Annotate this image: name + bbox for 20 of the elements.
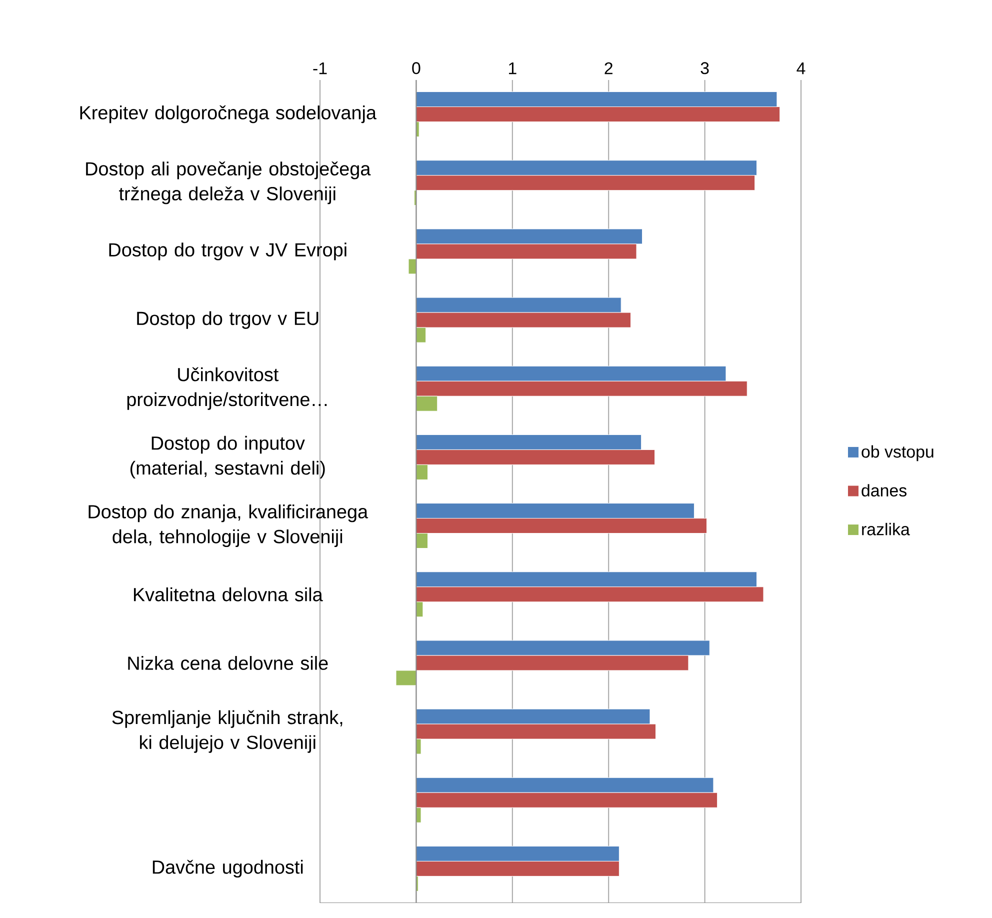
legend-label: danes [862,484,907,497]
y-tick-label: Dostop do trgov v JV Evropi [109,242,346,260]
legend-label: ob vstopu [862,445,934,462]
x-tick-label: 1 [508,62,516,74]
x-tick-label: 0 [412,62,420,74]
x-tick-label: 3 [700,62,709,74]
legend-label: razlika [862,522,910,536]
y-tick-label: Nizka cena delovne sile [128,656,328,670]
y-tick-label: Spremljanje ključnih strank, ki delujejo v Sloveniji [112,710,342,753]
y-tick-label: Kvalitetna delovna sila [134,587,323,602]
y-tick-label: Davčne ugodnosti [152,860,303,878]
y-tick-label: Krepitev dolgoročnega sodelovanja [80,105,376,124]
y-tick-label: Dostop do znanja, kvalificiranega dela, tehnologije v Sloveniji [88,504,368,548]
x-tick-label: -1 [313,62,327,74]
y-tick-label: Dostop ali povečanje obstoječega tržnega deleža v Sloveniji [86,162,371,204]
y-tick-label: Učinkovitost proizvodnje/storitvene… [127,367,327,410]
x-tick-label: 2 [604,62,612,74]
y-tick-label: Dostop do trgov v EU [137,311,318,329]
y-tick-label: Dostop do inputov (material, sestavni deli) [130,436,325,478]
x-tick-label: 4 [796,62,806,74]
